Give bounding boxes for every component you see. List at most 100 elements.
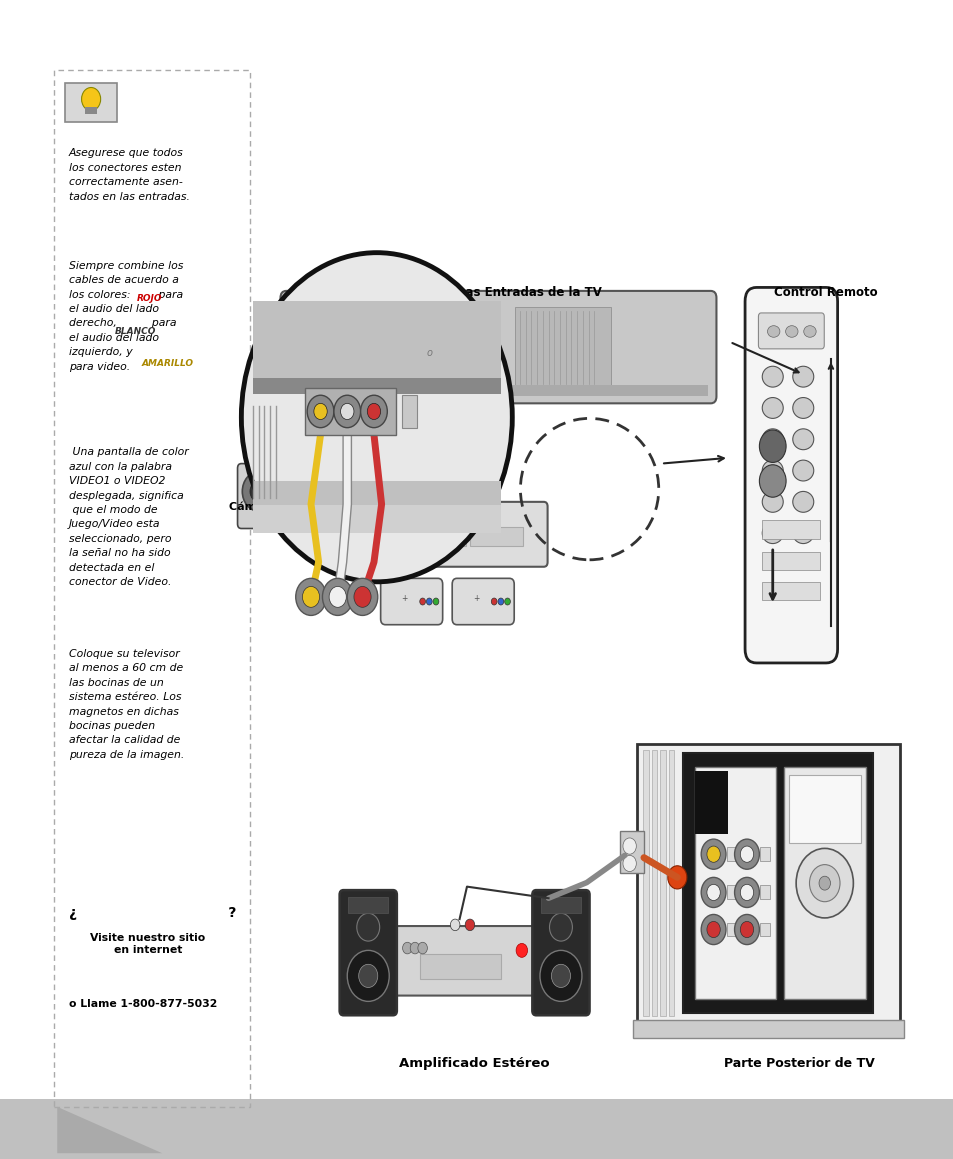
Circle shape <box>322 578 353 615</box>
FancyBboxPatch shape <box>452 578 514 625</box>
Circle shape <box>667 866 686 889</box>
Circle shape <box>302 586 319 607</box>
Bar <box>760 847 769 861</box>
Bar <box>85 107 96 114</box>
Circle shape <box>241 253 512 582</box>
Circle shape <box>367 403 380 420</box>
Bar <box>253 301 500 382</box>
FancyBboxPatch shape <box>637 744 899 1022</box>
Circle shape <box>491 598 497 605</box>
Text: BLANCO: BLANCO <box>114 327 156 336</box>
Circle shape <box>740 921 753 938</box>
Circle shape <box>381 335 404 363</box>
Circle shape <box>419 598 425 605</box>
Bar <box>265 462 292 480</box>
Ellipse shape <box>761 460 782 481</box>
Bar <box>682 753 872 1013</box>
Bar <box>540 897 580 913</box>
Text: o: o <box>426 349 432 358</box>
FancyBboxPatch shape <box>280 291 716 403</box>
Circle shape <box>410 942 419 954</box>
Circle shape <box>242 472 274 511</box>
Circle shape <box>809 865 840 902</box>
Ellipse shape <box>761 429 782 450</box>
FancyBboxPatch shape <box>392 502 547 567</box>
Ellipse shape <box>761 398 782 418</box>
Circle shape <box>516 943 527 957</box>
Bar <box>446 325 463 373</box>
Bar <box>659 750 665 1016</box>
Circle shape <box>314 403 327 420</box>
Text: +: + <box>401 593 407 603</box>
Bar <box>694 767 775 999</box>
Circle shape <box>356 913 379 941</box>
Circle shape <box>819 876 830 890</box>
Ellipse shape <box>785 326 797 337</box>
Text: ¿                               ?: ¿ ? <box>69 906 235 920</box>
Bar <box>632 1020 903 1038</box>
Text: o Llame 1-800-877-5032: o Llame 1-800-877-5032 <box>69 999 217 1009</box>
Circle shape <box>307 395 334 428</box>
Circle shape <box>759 430 785 462</box>
Circle shape <box>465 919 475 931</box>
Text: +: + <box>473 593 478 603</box>
Ellipse shape <box>802 326 816 337</box>
Circle shape <box>387 342 398 356</box>
FancyBboxPatch shape <box>389 926 544 996</box>
Ellipse shape <box>766 326 780 337</box>
Circle shape <box>706 846 720 862</box>
Circle shape <box>355 335 377 363</box>
Bar <box>401 395 416 428</box>
Bar <box>0 1099 953 1159</box>
Ellipse shape <box>761 523 782 544</box>
Bar <box>419 954 500 979</box>
FancyBboxPatch shape <box>532 890 589 1015</box>
Ellipse shape <box>792 429 813 450</box>
Bar <box>668 750 674 1016</box>
Circle shape <box>504 598 510 605</box>
Ellipse shape <box>792 523 813 544</box>
Circle shape <box>759 465 785 497</box>
Circle shape <box>250 481 267 502</box>
Circle shape <box>700 877 725 907</box>
Bar <box>253 481 500 510</box>
Circle shape <box>408 335 431 363</box>
Bar <box>760 885 769 899</box>
Bar <box>726 847 736 861</box>
Text: Asegurese que todos
los conectores esten
correctamente asen-
tados en las entrad: Asegurese que todos los conectores esten… <box>69 148 190 202</box>
Bar <box>726 923 736 936</box>
Bar <box>783 767 864 999</box>
Bar <box>651 750 657 1016</box>
Circle shape <box>740 884 753 901</box>
Circle shape <box>551 964 570 987</box>
Circle shape <box>347 950 389 1001</box>
Ellipse shape <box>792 491 813 512</box>
Circle shape <box>360 395 387 428</box>
Bar <box>289 385 707 396</box>
Bar <box>642 750 648 1016</box>
Ellipse shape <box>761 491 782 512</box>
FancyBboxPatch shape <box>339 890 396 1015</box>
Circle shape <box>622 855 636 872</box>
Bar <box>253 378 500 394</box>
FancyBboxPatch shape <box>380 578 442 625</box>
Text: Las Entradas de la TV: Las Entradas de la TV <box>458 286 601 299</box>
Circle shape <box>433 598 438 605</box>
Circle shape <box>354 586 371 607</box>
Text: Amplificado Estéreo: Amplificado Estéreo <box>398 1057 549 1070</box>
Circle shape <box>360 342 372 356</box>
Circle shape <box>358 964 377 987</box>
Bar <box>694 771 727 834</box>
Text: Siempre combine los
cables de acuerdo a
los colores:        para
el audio del la: Siempre combine los cables de acuerdo a … <box>69 261 183 372</box>
Circle shape <box>347 578 377 615</box>
Circle shape <box>734 877 759 907</box>
Bar <box>348 897 388 913</box>
Circle shape <box>295 578 326 615</box>
Text: AMARILLO: AMARILLO <box>141 359 193 369</box>
Circle shape <box>450 919 459 931</box>
Bar <box>619 831 643 873</box>
Ellipse shape <box>761 366 782 387</box>
Circle shape <box>539 950 581 1001</box>
Bar <box>351 315 441 382</box>
Bar <box>761 552 820 570</box>
